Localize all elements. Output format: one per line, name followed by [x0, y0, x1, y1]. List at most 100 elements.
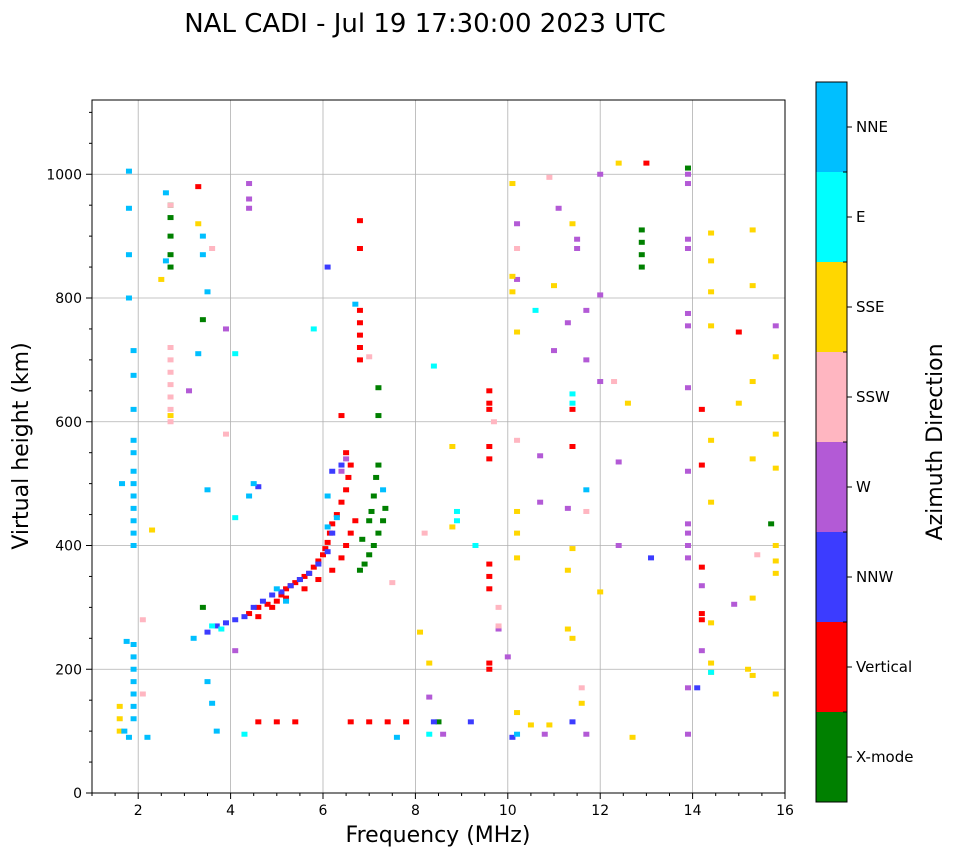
- data-point: [343, 543, 350, 548]
- data-point: [301, 573, 308, 579]
- data-point: [453, 518, 460, 524]
- data-point: [772, 558, 779, 564]
- data-point: [315, 577, 322, 583]
- plot-area: 2 4 6 8 10 12 14 16 0 200 400 600 800 1000: [46, 99, 794, 819]
- data-point: [287, 583, 294, 589]
- data-point: [440, 731, 447, 737]
- data-point: [255, 719, 262, 725]
- data-point: [749, 595, 756, 601]
- x-tick-label: 12: [591, 803, 609, 819]
- data-point: [119, 481, 126, 487]
- data-point: [315, 558, 322, 564]
- x-tick-label: 14: [684, 803, 702, 819]
- x-axis: 2 4 6 8 10 12 14 16: [91, 793, 794, 819]
- data-point: [597, 171, 604, 177]
- data-point: [569, 546, 576, 552]
- data-point: [578, 685, 585, 691]
- colorbar-label: SSW: [856, 388, 890, 406]
- data-point: [324, 549, 331, 555]
- data-point: [125, 205, 132, 211]
- data-point: [486, 406, 493, 412]
- data-point: [167, 345, 174, 350]
- data-point: [490, 419, 497, 425]
- data-point: [708, 289, 715, 295]
- data-point: [745, 666, 752, 672]
- data-point: [435, 719, 442, 725]
- data-point: [698, 564, 705, 570]
- data-point: [514, 437, 521, 443]
- data-point: [246, 196, 253, 202]
- data-point: [370, 543, 377, 548]
- data-point: [514, 246, 521, 251]
- data-point: [574, 236, 581, 242]
- data-point: [597, 379, 604, 385]
- data-point: [708, 669, 715, 675]
- data-point: [453, 508, 460, 514]
- data-point: [209, 623, 216, 629]
- data-point: [356, 357, 363, 363]
- data-point: [116, 703, 123, 709]
- data-point: [125, 168, 132, 174]
- data-point: [250, 604, 257, 610]
- data-point: [708, 660, 715, 666]
- data-point: [361, 561, 368, 567]
- data-point: [375, 462, 382, 468]
- data-point: [310, 564, 317, 570]
- data-point: [125, 734, 132, 740]
- data-point: [486, 456, 493, 462]
- data-point: [638, 264, 645, 270]
- data-point: [735, 400, 742, 406]
- x-tick-label: 10: [499, 803, 517, 819]
- data-point: [352, 301, 359, 307]
- data-point: [158, 276, 165, 282]
- data-point: [597, 292, 604, 298]
- data-point: [564, 626, 571, 632]
- data-point: [684, 385, 691, 391]
- data-point: [684, 521, 691, 527]
- data-point: [333, 512, 340, 518]
- data-point: [509, 734, 516, 740]
- data-point: [167, 406, 174, 412]
- y-tick-label: 1000: [46, 167, 82, 183]
- data-point: [564, 505, 571, 511]
- data-point: [338, 555, 345, 561]
- colorbar-segment: [816, 712, 847, 802]
- data-point: [278, 592, 285, 598]
- data-point: [708, 258, 715, 264]
- data-point: [564, 567, 571, 573]
- data-point: [486, 388, 493, 394]
- data-point: [324, 539, 331, 545]
- data-point: [125, 252, 132, 258]
- data-point: [167, 382, 174, 388]
- data-point: [356, 332, 363, 338]
- data-point: [130, 679, 137, 685]
- data-point: [380, 518, 387, 524]
- data-point: [343, 456, 350, 462]
- colorbar-segment: [816, 82, 847, 172]
- data-point: [648, 555, 655, 561]
- colorbar-segment: [816, 532, 847, 622]
- colorbar-label: E: [856, 208, 865, 226]
- data-point: [199, 604, 206, 610]
- data-point: [130, 468, 137, 474]
- data-point: [583, 487, 590, 493]
- data-point: [532, 307, 539, 313]
- data-point: [754, 552, 761, 558]
- data-point: [375, 530, 382, 536]
- data-point: [569, 635, 576, 641]
- data-point: [269, 592, 276, 598]
- series-w: [186, 171, 779, 737]
- data-point: [130, 530, 137, 536]
- data-point: [772, 465, 779, 471]
- data-point: [684, 171, 691, 177]
- data-point: [329, 521, 336, 527]
- data-point: [356, 567, 363, 573]
- data-point: [130, 437, 137, 443]
- colorbar-title: Azimuth Direction: [923, 343, 948, 540]
- data-point: [366, 719, 373, 725]
- data-point: [116, 716, 123, 722]
- data-point: [624, 400, 631, 406]
- data-point: [698, 583, 705, 589]
- data-point: [514, 508, 521, 514]
- data-point: [772, 543, 779, 548]
